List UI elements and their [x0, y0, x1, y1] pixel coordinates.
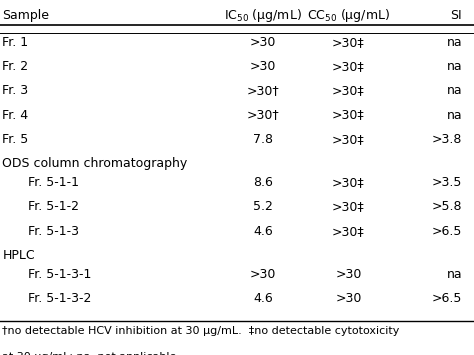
- Text: na: na: [447, 109, 462, 121]
- Text: HPLC: HPLC: [2, 249, 35, 262]
- Text: Fr. 5-1-3: Fr. 5-1-3: [28, 225, 80, 237]
- Text: CC$_{50}$ (μg/mL): CC$_{50}$ (μg/mL): [307, 7, 390, 24]
- Text: 4.6: 4.6: [253, 225, 273, 237]
- Text: >30‡: >30‡: [332, 36, 365, 49]
- Text: 7.8: 7.8: [253, 133, 273, 146]
- Text: >30‡: >30‡: [332, 225, 365, 237]
- Text: Fr. 5-1-1: Fr. 5-1-1: [28, 176, 80, 189]
- Text: >30‡: >30‡: [332, 133, 365, 146]
- Text: >30‡: >30‡: [332, 176, 365, 189]
- Text: na: na: [447, 60, 462, 73]
- Text: Fr. 5-1-2: Fr. 5-1-2: [28, 201, 80, 213]
- Text: Fr. 5-1-3-1: Fr. 5-1-3-1: [28, 268, 92, 281]
- Text: ODS column chromatography: ODS column chromatography: [2, 157, 188, 170]
- Text: >3.8: >3.8: [432, 133, 462, 146]
- Text: Fr. 1: Fr. 1: [2, 36, 28, 49]
- Text: Fr. 4: Fr. 4: [2, 109, 28, 121]
- Text: 8.6: 8.6: [253, 176, 273, 189]
- Text: Sample: Sample: [2, 10, 49, 22]
- Text: >30: >30: [335, 268, 362, 281]
- Text: na: na: [447, 268, 462, 281]
- Text: na: na: [447, 84, 462, 97]
- Text: >6.5: >6.5: [432, 225, 462, 237]
- Text: >30: >30: [250, 36, 276, 49]
- Text: >5.8: >5.8: [432, 201, 462, 213]
- Text: >30: >30: [335, 293, 362, 305]
- Text: >6.5: >6.5: [432, 293, 462, 305]
- Text: >30: >30: [250, 60, 276, 73]
- Text: >30†: >30†: [246, 109, 280, 121]
- Text: IC$_{50}$ (μg/mL): IC$_{50}$ (μg/mL): [224, 7, 302, 24]
- Text: >30‡: >30‡: [332, 60, 365, 73]
- Text: >30: >30: [250, 268, 276, 281]
- Text: >30‡: >30‡: [332, 109, 365, 121]
- Text: 5.2: 5.2: [253, 201, 273, 213]
- Text: >30‡: >30‡: [332, 201, 365, 213]
- Text: Fr. 5: Fr. 5: [2, 133, 28, 146]
- Text: at 30 μg/mL; na, not applicable.: at 30 μg/mL; na, not applicable.: [2, 352, 181, 355]
- Text: >30†: >30†: [246, 84, 280, 97]
- Text: >30‡: >30‡: [332, 84, 365, 97]
- Text: Fr. 5-1-3-2: Fr. 5-1-3-2: [28, 293, 92, 305]
- Text: na: na: [447, 36, 462, 49]
- Text: SI: SI: [450, 10, 462, 22]
- Text: Fr. 3: Fr. 3: [2, 84, 28, 97]
- Text: Fr. 2: Fr. 2: [2, 60, 28, 73]
- Text: †no detectable HCV inhibition at 30 μg/mL.  ‡no detectable cytotoxicity: †no detectable HCV inhibition at 30 μg/m…: [2, 326, 400, 335]
- Text: 4.6: 4.6: [253, 293, 273, 305]
- Text: >3.5: >3.5: [432, 176, 462, 189]
